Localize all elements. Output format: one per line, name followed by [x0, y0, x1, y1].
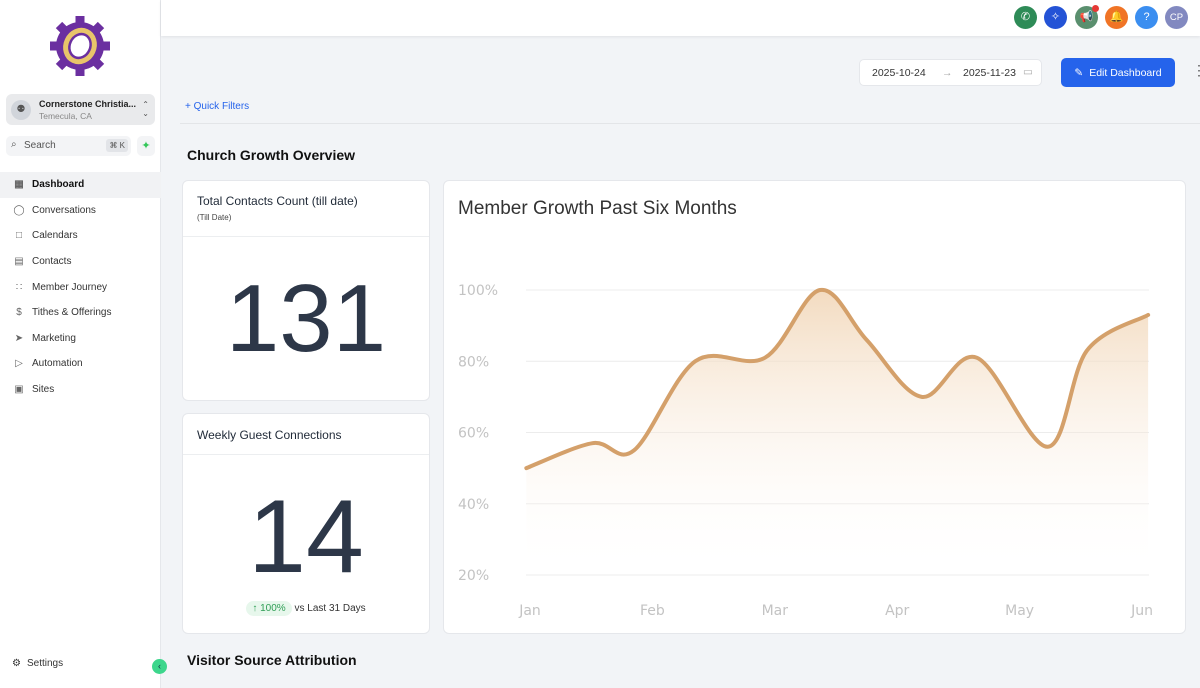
- search-label: Search: [24, 140, 56, 151]
- nav-icon: ▷: [15, 358, 23, 370]
- y-tick-label: 100%: [458, 283, 498, 299]
- date-range-picker[interactable]: 2025-10-24 → 2025-11-23 ▭: [859, 59, 1042, 86]
- pencil-icon: ✎: [1074, 66, 1084, 79]
- phone-icon[interactable]: ✆: [1014, 6, 1037, 29]
- nav-icon: ▤: [14, 256, 24, 268]
- y-tick-label: 80%: [458, 354, 489, 370]
- help-button[interactable]: ?: [1135, 6, 1158, 29]
- settings-label: Settings: [26, 658, 64, 669]
- x-tick-label: Jan: [518, 603, 541, 619]
- sidebar-item-tithes-offerings[interactable]: $ Tithes & Offerings: [0, 300, 161, 326]
- sidebar-nav: ▦ Dashboard ◯ Conversations □ Calendars ▤ Conta…: [0, 172, 161, 402]
- card-title: Total Contacts Count (till date): [197, 194, 358, 208]
- x-tick-label: Jun: [1130, 603, 1153, 619]
- sidebar-item-label: Tithes & Offerings: [32, 307, 112, 319]
- guest-connections-value: 14: [248, 479, 364, 595]
- sidebar-item-dashboard[interactable]: ▦ Dashboard: [0, 172, 161, 198]
- calendar-icon: ▭: [1023, 66, 1033, 78]
- change-row: ↑ 100% vs Last 31 Days: [183, 601, 429, 616]
- search-icon: ⌕: [11, 139, 17, 150]
- quick-filters-label: Quick Filters: [193, 101, 250, 112]
- chevron-updown-icon: ⌃ ⌄: [142, 100, 149, 118]
- change-label: vs Last 31 Days: [294, 603, 366, 614]
- x-tick-label: May: [1005, 603, 1034, 619]
- plus-icon: +: [185, 101, 194, 112]
- logo-gear-icon: [50, 16, 110, 76]
- nav-icon: ➤: [14, 332, 24, 344]
- section-title-visitor: Visitor Source Attribution: [187, 652, 357, 668]
- nav-icon: □: [15, 230, 23, 242]
- y-tick-label: 40%: [458, 497, 489, 513]
- nav-icon: ▣: [14, 384, 24, 396]
- y-tick-label: 60%: [458, 426, 489, 442]
- ai-sparkle-icon[interactable]: ✦: [137, 136, 155, 156]
- location-switcher[interactable]: ⚉ Cornerstone Christia... Temecula, CA ⌃…: [6, 94, 155, 125]
- notification-dot: [1092, 5, 1099, 12]
- ai-sparkle-icon[interactable]: ✧: [1044, 6, 1067, 29]
- divider: [180, 123, 1200, 124]
- nav-icon: $: [16, 307, 22, 319]
- collapse-sidebar-button[interactable]: ‹: [152, 659, 167, 674]
- sidebar-item-contacts[interactable]: ▤ Contacts: [0, 249, 161, 275]
- sidebar-item-member-journey[interactable]: ∷ Member Journey: [0, 274, 161, 300]
- card-title: Weekly Guest Connections: [197, 428, 342, 442]
- series-line: [524, 287, 1151, 471]
- nav-icon: ◯: [13, 204, 25, 216]
- change-badge: ↑ 100%: [246, 601, 292, 616]
- nav-icon: ▦: [14, 179, 24, 191]
- megaphone-icon[interactable]: 📢: [1075, 5, 1099, 29]
- edit-dashboard-label: Edit Dashboard: [1089, 66, 1162, 79]
- sidebar-item-label: Sites: [32, 384, 55, 396]
- search-shortcut: ⌘ K: [106, 139, 128, 152]
- sidebar-item-label: Calendars: [32, 230, 78, 242]
- card-subtitle: (Till Date): [197, 213, 232, 222]
- sidebar-item-automation[interactable]: ▷ Automation: [0, 351, 161, 377]
- member-growth-chart: 100% 80% 60% 40% 20% Jan Feb Mar Apr May Jun: [458, 283, 1153, 619]
- x-tick-label: Mar: [762, 603, 789, 619]
- sidebar-item-label: Dashboard: [32, 179, 85, 191]
- sidebar-item-settings[interactable]: ⚙ Settings: [12, 658, 63, 669]
- gear-icon: ⚙: [12, 658, 21, 669]
- chart-title: Member Growth Past Six Months: [458, 198, 737, 219]
- contacts-count-value: 131: [225, 265, 387, 372]
- y-tick-label: 20%: [458, 568, 489, 584]
- nav-icon: ∷: [15, 281, 23, 293]
- sidebar-item-marketing[interactable]: ➤ Marketing: [0, 326, 161, 352]
- x-tick-label: Feb: [640, 603, 665, 619]
- x-tick-label: Apr: [885, 603, 909, 619]
- contacts-count-card: Total Contacts Count (till date) (Till D…: [182, 180, 430, 401]
- more-options-icon[interactable]: ⋮: [1192, 62, 1200, 78]
- sidebar-item-label: Contacts: [32, 256, 72, 268]
- bell-icon[interactable]: 🔔: [1105, 6, 1128, 29]
- sidebar-item-calendars[interactable]: □ Calendars: [0, 223, 161, 249]
- member-growth-chart-card: Member Growth Past Six Months 100% 80% 60%…: [443, 180, 1186, 634]
- sidebar-item-conversations[interactable]: ◯ Conversations: [0, 198, 161, 224]
- date-start: 2025-10-24: [872, 67, 926, 79]
- sidebar-item-sites[interactable]: ▣ Sites: [0, 377, 161, 403]
- topbar: ✆ ✧ 📢 🔔 ? CP: [161, 0, 1200, 36]
- sidebar-item-label: Member Journey: [32, 281, 108, 293]
- user-avatar[interactable]: CP: [1165, 6, 1188, 29]
- sidebar: ⚉ Cornerstone Christia... Temecula, CA ⌃…: [0, 0, 167, 688]
- location-avatar-icon: ⚉: [11, 100, 31, 120]
- edit-dashboard-button[interactable]: ✎ Edit Dashboard: [1061, 58, 1175, 87]
- location-name: Cornerstone Christia...: [39, 99, 137, 109]
- search-button[interactable]: ⌕ Search ⌘ K: [6, 136, 131, 156]
- sidebar-item-label: Conversations: [32, 204, 96, 216]
- section-title-growth: Church Growth Overview: [187, 147, 356, 163]
- date-end: 2025-11-23: [963, 67, 1016, 79]
- sidebar-item-label: Automation: [32, 358, 83, 370]
- arrow-right-icon: →: [942, 67, 953, 79]
- guest-connections-card: Weekly Guest Connections 14 ↑ 100% vs La…: [182, 413, 430, 634]
- location-city: Temecula, CA: [39, 111, 92, 121]
- sidebar-item-label: Marketing: [32, 332, 76, 344]
- series-area: [526, 289, 1149, 575]
- quick-filters-button[interactable]: + Quick Filters: [185, 101, 249, 112]
